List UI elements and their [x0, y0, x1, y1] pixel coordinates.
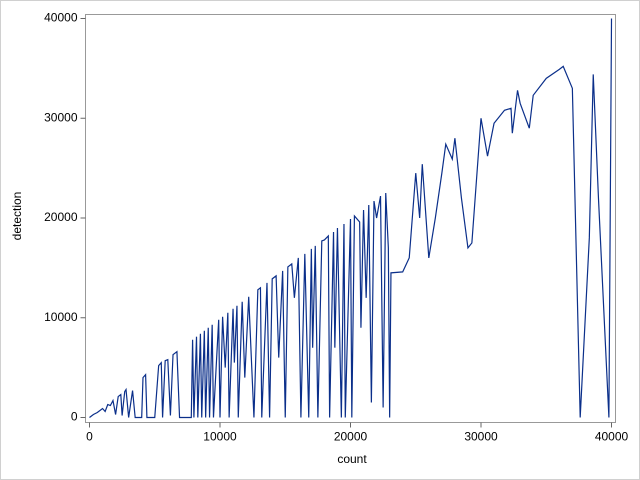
y-tick-label: 30000 [44, 110, 78, 124]
data-line [89, 18, 613, 419]
x-tick-label: 40000 [595, 430, 629, 444]
x-axis-label: count [337, 452, 367, 466]
x-tick-label: 20000 [334, 430, 368, 444]
x-tick-label: 30000 [464, 430, 498, 444]
x-tick-label: 10000 [203, 430, 237, 444]
y-axis-label: detection [10, 192, 24, 241]
y-tick-label: 40000 [44, 11, 78, 25]
y-tick-label: 0 [71, 410, 78, 424]
y-tick-label: 10000 [44, 310, 78, 324]
x-tick-label: 0 [86, 430, 93, 444]
y-tick-label: 20000 [44, 210, 78, 224]
